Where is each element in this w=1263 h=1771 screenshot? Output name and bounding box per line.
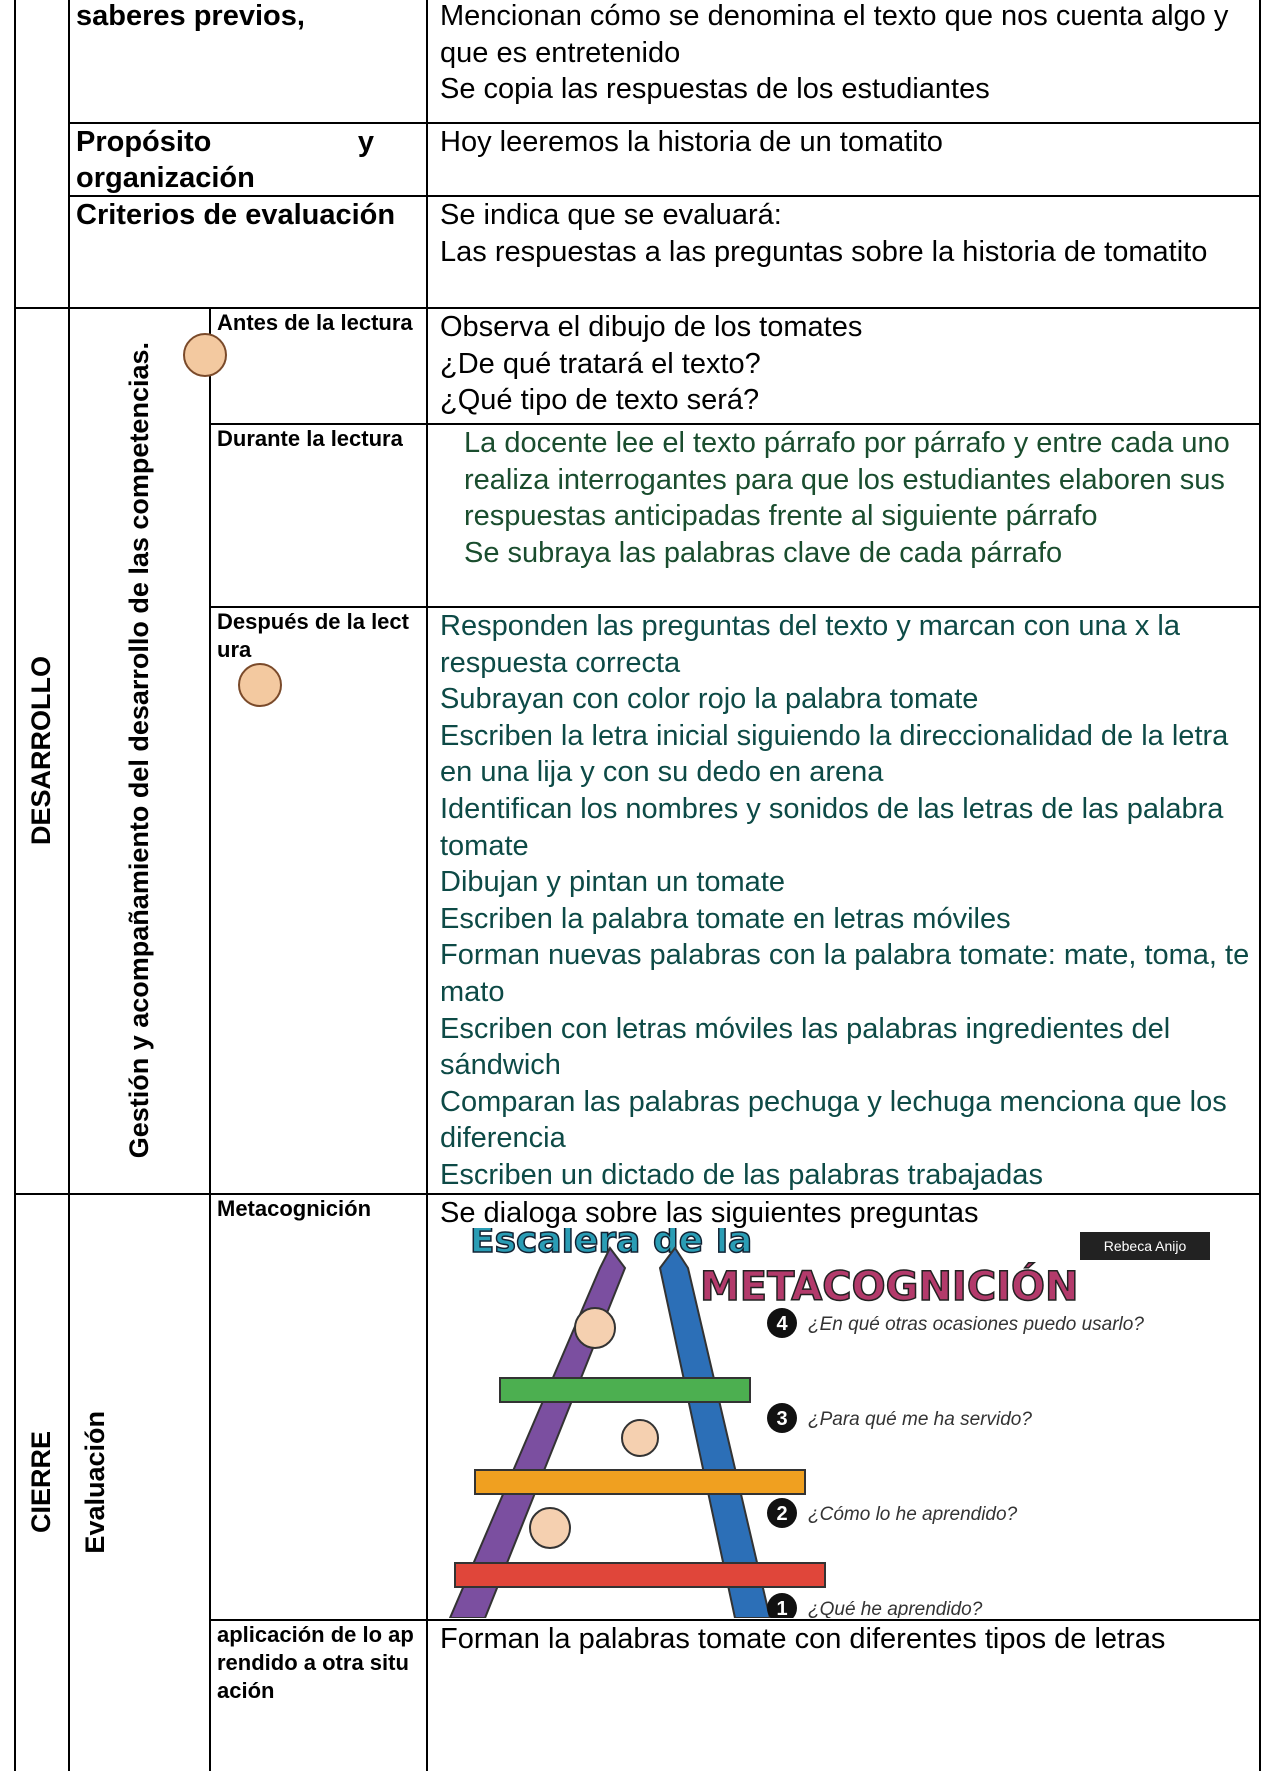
text-line: Se subraya las palabras clave de cada pá… — [464, 536, 1063, 569]
step-number: 1 — [776, 1598, 787, 1618]
text-line: Hoy leeremos la historia de un tomatito — [440, 126, 943, 158]
row-label: Propósito y organización — [76, 126, 374, 194]
text-line: Dibujan y pintan un tomate — [440, 866, 785, 899]
step-badge — [767, 1593, 797, 1618]
step-badge — [767, 1498, 797, 1528]
border-line — [68, 122, 1261, 124]
section-text: DESARROLLO — [26, 655, 56, 845]
text-line: Las respuestas a las preguntas sobre la … — [440, 235, 1208, 268]
border-line — [1259, 0, 1261, 1771]
group-text: Evaluación — [80, 1410, 110, 1554]
text-line: Subrayan con color rojo la palabra tomat… — [440, 683, 979, 716]
border-line — [68, 195, 1261, 197]
text-line: Escriben la letra inicial siguiendo la d… — [440, 719, 1229, 789]
text-line: Se copia las respuestas de los estudiant… — [440, 73, 990, 106]
text-line: Escriben con letras móviles las palabras… — [440, 1012, 1171, 1082]
border-line — [14, 0, 16, 1771]
step-text: ¿En qué otras ocasiones puedo usarlo? — [808, 1314, 1144, 1335]
section-label: CIERRE — [14, 1193, 68, 1771]
cell-text: Forman la palabras tomate con diferentes… — [426, 1621, 1261, 1771]
border-line — [68, 0, 70, 1771]
metacognition-image: Escalera de la Rebeca Anijo METACOGNICIÓ… — [430, 1228, 1220, 1618]
row-label: Criterios de evaluación — [76, 199, 396, 231]
text-line: La docente lee el texto párrafo por párr… — [464, 427, 1230, 533]
image-subtitle: METACOGNICIÓN — [700, 1262, 1079, 1310]
cell-text: La docente lee el texto párrafo por párr… — [426, 425, 1261, 608]
row-label: Metacognición — [217, 1196, 372, 1221]
text-line: Comparan las palabras pechuga y lechuga … — [440, 1085, 1227, 1155]
step-number: 4 — [776, 1313, 788, 1335]
image-title: Escalera de la — [470, 1228, 752, 1261]
cell-text: Observa el dibujo de los tomates ¿De qué … — [426, 309, 1261, 425]
step-number: 3 — [776, 1408, 787, 1430]
border-line — [14, 1193, 1261, 1195]
cell-text: Se dialoga sobre las siguientes pregunta… — [426, 1195, 1261, 1621]
row-label: Durante la lectura — [217, 426, 403, 451]
step-badge — [767, 1403, 797, 1433]
cell-text: Responden las preguntas del texto y marc… — [426, 608, 1261, 1195]
text-line: Se indica que se evaluará: — [440, 199, 782, 231]
border-line — [14, 307, 1261, 309]
text-line: Se dialoga sobre las siguientes pregunta… — [440, 1197, 979, 1229]
text-line: Escriben un dictado de las palabras trab… — [440, 1158, 1043, 1191]
row-label: Después de la lectura — [217, 609, 409, 662]
border-line — [426, 0, 428, 1771]
row-label: aplicación de lo aprendido a otra situac… — [217, 1622, 414, 1703]
step-text: ¿Qué he aprendido? — [808, 1599, 983, 1618]
text-line: ¿De qué tratará el texto? — [440, 347, 761, 380]
border-line — [209, 307, 211, 1193]
text-line: ¿Qué tipo de texto será? — [440, 384, 760, 417]
text-line: Escriben la palabra tomate en letras móv… — [440, 902, 1011, 935]
border-line — [209, 423, 1261, 425]
text-line: Forman la palabras tomate con diferentes… — [440, 1623, 1166, 1655]
image-badge: Rebeca Anijo — [1104, 1238, 1187, 1254]
section-label: DESARROLLO — [14, 307, 68, 1193]
step-text: ¿Cómo lo he aprendido? — [808, 1504, 1018, 1525]
row-label: Antes de la lectura — [217, 310, 413, 335]
text-line: Identifican los nombres y sonidos de las… — [440, 792, 1224, 862]
text-line: Mencionan cómo se denomina el texto que … — [440, 0, 1229, 69]
border-line — [209, 606, 1261, 608]
section-text: CIERRE — [26, 1430, 56, 1533]
step-text: ¿Para qué me ha servido? — [808, 1409, 1032, 1430]
cell-text: Hoy leeremos la historia de un tomatito — [426, 124, 1261, 197]
cell-text: Mencionan cómo se denomina el texto que … — [426, 0, 1261, 124]
group-label: Gestión y acompañamiento del desarrollo … — [68, 307, 209, 1193]
text-line: Forman nuevas palabras con la palabra to… — [440, 939, 1250, 1008]
kid-icon — [238, 663, 282, 707]
cell-text: Se indica que se evaluará: Las respuestas… — [426, 197, 1261, 309]
border-line — [209, 1193, 211, 1771]
group-label: Evaluación — [68, 1193, 219, 1771]
row-label: saberes previos, — [76, 0, 305, 32]
text-line: Responden las preguntas del texto y marc… — [440, 610, 1180, 679]
step-badge — [767, 1308, 797, 1338]
kid-icon — [183, 333, 227, 377]
border-line — [209, 1619, 1261, 1621]
group-text: Gestión y acompañamiento del desarrollo … — [123, 341, 154, 1159]
text-line: Observa el dibujo de los tomates — [440, 311, 863, 343]
step-number: 2 — [776, 1503, 787, 1525]
